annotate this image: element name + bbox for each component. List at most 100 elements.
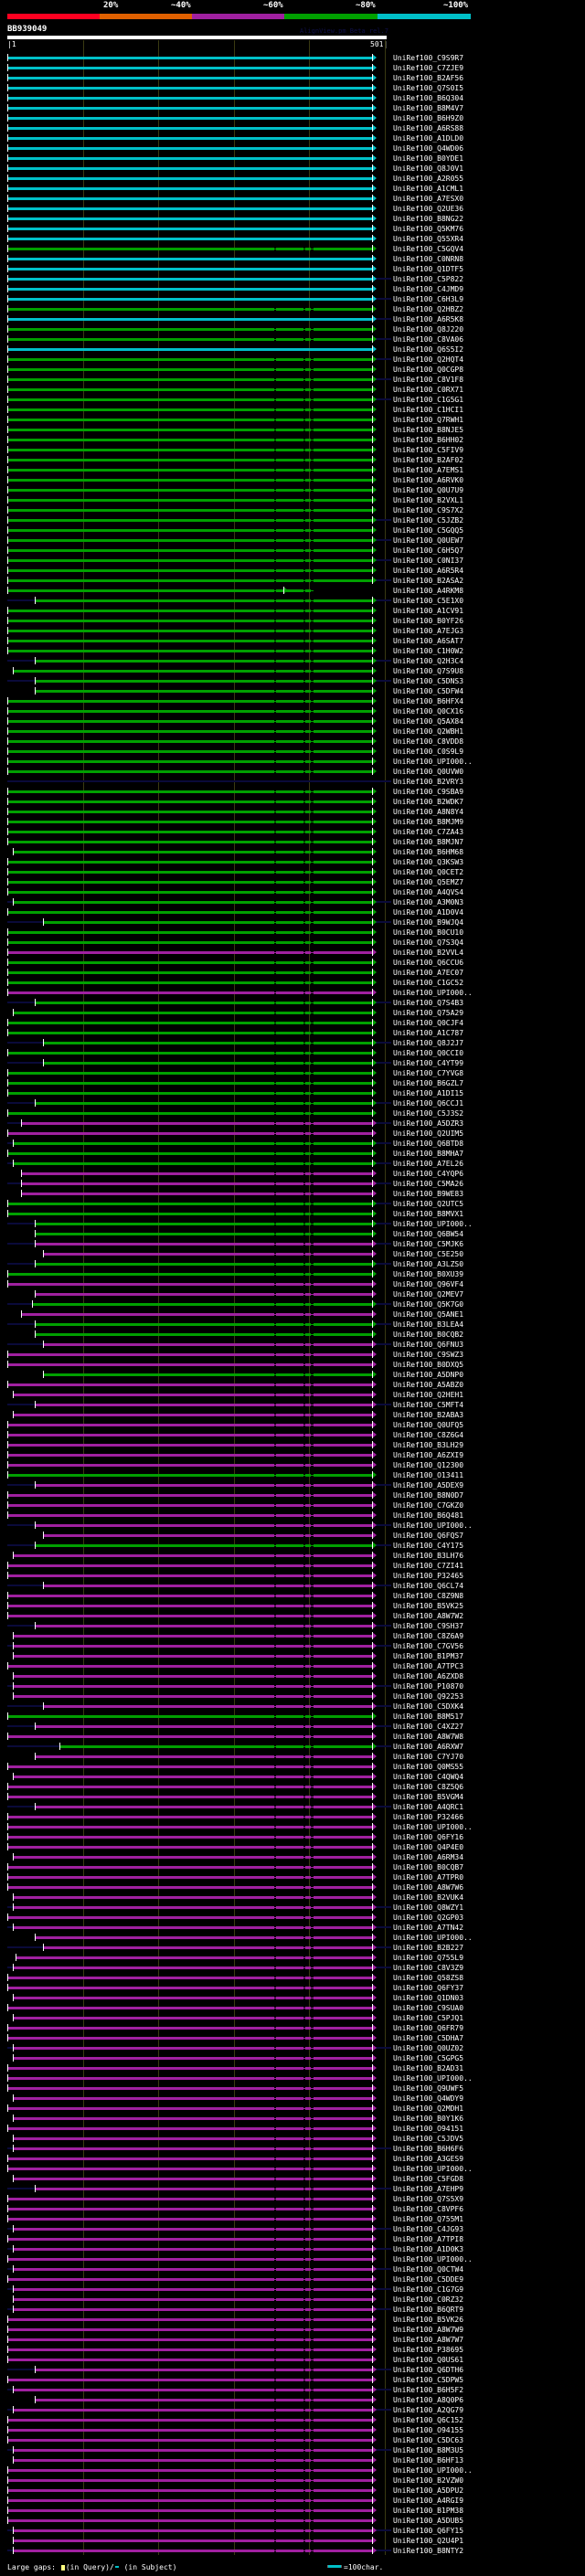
alignment-row[interactable]: UniRef100_C7ZJE9 bbox=[0, 63, 585, 73]
hit-label[interactable]: UniRef100_B2AF56 bbox=[393, 74, 464, 82]
alignment-row[interactable]: UniRef100_Q755M1 bbox=[0, 2214, 585, 2224]
alignment-row[interactable]: UniRef100_A6RS88 bbox=[0, 123, 585, 133]
hit-label[interactable]: UniRef100_B6HM68 bbox=[393, 848, 464, 856]
hit-label[interactable]: UniRef100_A5DNP0 bbox=[393, 1371, 464, 1379]
alignment-row[interactable]: UniRef100_Q6BTD8 bbox=[0, 1139, 585, 1149]
hit-label[interactable]: UniRef100_Q8J220 bbox=[393, 325, 464, 334]
alignment-row[interactable]: UniRef100_Q5ANE1 bbox=[0, 1309, 585, 1320]
alignment-row[interactable]: UniRef100_A6RM34 bbox=[0, 1852, 585, 1862]
hit-label[interactable]: UniRef100_B8NTY2 bbox=[393, 2547, 464, 2555]
hit-label[interactable]: UniRef100_O13411 bbox=[393, 1471, 464, 1479]
alignment-row[interactable]: UniRef100_C8Z6G4 bbox=[0, 1430, 585, 1440]
alignment-row[interactable]: UniRef100_A5DZR3 bbox=[0, 1118, 585, 1129]
hit-label[interactable]: UniRef100_Q6CCU6 bbox=[393, 959, 464, 967]
hit-label[interactable]: UniRef100_B3LH76 bbox=[393, 1552, 464, 1560]
hit-label[interactable]: UniRef100_Q3KSW3 bbox=[393, 858, 464, 866]
hit-label[interactable]: UniRef100_C4Y175 bbox=[393, 1542, 464, 1550]
hit-label[interactable]: UniRef100_B1PM37 bbox=[393, 1652, 464, 1660]
alignment-row[interactable]: UniRef100_A8W7W8 bbox=[0, 1732, 585, 1742]
alignment-row[interactable]: UniRef100_A3GES9 bbox=[0, 2154, 585, 2164]
alignment-row[interactable]: UniRef100_B2WDK7 bbox=[0, 797, 585, 807]
hit-label[interactable]: UniRef100_Q2UIM5 bbox=[393, 1129, 464, 1138]
alignment-row[interactable]: UniRef100_C9SWZ3 bbox=[0, 1350, 585, 1360]
alignment-row[interactable]: UniRef100_B6H9Z0 bbox=[0, 113, 585, 123]
alignment-row[interactable]: UniRef100_Q755L9 bbox=[0, 1953, 585, 1963]
alignment-row[interactable]: UniRef100_Q4WDY9 bbox=[0, 2094, 585, 2104]
hit-label[interactable]: UniRef100_A7EMS1 bbox=[393, 466, 464, 474]
alignment-row[interactable]: UniRef100_A3LZS0 bbox=[0, 1259, 585, 1269]
hit-label[interactable]: UniRef100_C0NI37 bbox=[393, 557, 464, 565]
hit-label[interactable]: UniRef100_C8VDD8 bbox=[393, 737, 464, 746]
alignment-row[interactable]: UniRef100_B0DXQ5 bbox=[0, 1360, 585, 1370]
hit-label[interactable]: UniRef100_Q9UWF5 bbox=[393, 2084, 464, 2093]
alignment-row[interactable]: UniRef100_B3LEA4 bbox=[0, 1320, 585, 1330]
alignment-row[interactable]: UniRef100_Q6S5I2 bbox=[0, 345, 585, 355]
hit-label[interactable]: UniRef100_Q0CET2 bbox=[393, 868, 464, 876]
hit-label[interactable]: UniRef100_Q12300 bbox=[393, 1461, 464, 1469]
alignment-row[interactable]: UniRef100_C7YVG8 bbox=[0, 1068, 585, 1078]
alignment-row[interactable]: UniRef100_A7EHP9 bbox=[0, 2184, 585, 2194]
hit-label[interactable]: UniRef100_C5FIV9 bbox=[393, 446, 464, 454]
hit-label[interactable]: UniRef100_C0RZ32 bbox=[393, 2295, 464, 2304]
alignment-row[interactable]: UniRef100_Q6BW54 bbox=[0, 1229, 585, 1239]
alignment-row[interactable]: UniRef100_C0NRN8 bbox=[0, 254, 585, 264]
alignment-row[interactable]: UniRef100_C5GPG5 bbox=[0, 2053, 585, 2063]
hit-label[interactable]: UniRef100_A7TPR0 bbox=[393, 1873, 464, 1882]
hit-label[interactable]: UniRef100_C5JDV5 bbox=[393, 2135, 464, 2143]
alignment-row[interactable]: UniRef100_B6H5F2 bbox=[0, 2385, 585, 2395]
hit-label[interactable]: UniRef100_A3GES9 bbox=[393, 2155, 464, 2163]
alignment-row[interactable]: UniRef100_A1D0V4 bbox=[0, 907, 585, 917]
hit-label[interactable]: UniRef100_C8VPF6 bbox=[393, 2205, 464, 2213]
alignment-row[interactable]: UniRef100_Q6FY37 bbox=[0, 1983, 585, 1993]
hit-label[interactable]: UniRef100_A8W7W2 bbox=[393, 1612, 464, 1620]
alignment-row[interactable]: UniRef100_B0Y1K6 bbox=[0, 2114, 585, 2124]
alignment-row[interactable]: UniRef100_C8V1F8 bbox=[0, 375, 585, 385]
alignment-row[interactable]: UniRef100_Q7S5X9 bbox=[0, 2194, 585, 2204]
hit-label[interactable]: UniRef100_C8VA06 bbox=[393, 335, 464, 344]
alignment-row[interactable]: UniRef100_B1PM37 bbox=[0, 1651, 585, 1661]
hit-label[interactable]: UniRef100_B6HH02 bbox=[393, 436, 464, 444]
hit-label[interactable]: UniRef100_C9S9R7 bbox=[393, 54, 464, 62]
hit-label[interactable]: UniRef100_Q5AX84 bbox=[393, 717, 464, 726]
alignment-row[interactable]: UniRef100_C5MA26 bbox=[0, 1179, 585, 1189]
hit-label[interactable]: UniRef100_A4QVS4 bbox=[393, 888, 464, 896]
hit-label[interactable]: UniRef100_A7EHP9 bbox=[393, 2185, 464, 2193]
hit-label[interactable]: UniRef100_A5DUB5 bbox=[393, 2517, 464, 2525]
hit-label[interactable]: UniRef100_Q0UEW7 bbox=[393, 536, 464, 545]
alignment-row[interactable]: UniRef100_A6RVK0 bbox=[0, 475, 585, 485]
alignment-row[interactable]: UniRef100_A6ZXI9 bbox=[0, 1450, 585, 1460]
alignment-row[interactable]: UniRef100_C5GQQ5 bbox=[0, 525, 585, 535]
hit-label[interactable]: UniRef100_Q2U4P1 bbox=[393, 2537, 464, 2545]
hit-label[interactable]: UniRef100_Q92253 bbox=[393, 1692, 464, 1701]
alignment-row[interactable]: UniRef100_Q7S0I5 bbox=[0, 83, 585, 93]
hit-label[interactable]: UniRef100_UPI000.. bbox=[393, 758, 473, 766]
hit-label[interactable]: UniRef100_C0NRN8 bbox=[393, 255, 464, 263]
alignment-row[interactable]: UniRef100_O94151 bbox=[0, 2124, 585, 2134]
alignment-row[interactable]: UniRef100_P32466 bbox=[0, 1812, 585, 1822]
alignment-row[interactable]: UniRef100_B8MHA7 bbox=[0, 1149, 585, 1159]
alignment-row[interactable]: UniRef100_C8VDD8 bbox=[0, 737, 585, 747]
alignment-row[interactable]: UniRef100_C5DDE9 bbox=[0, 2274, 585, 2284]
alignment-row[interactable]: UniRef100_B5VGM4 bbox=[0, 1792, 585, 1802]
alignment-row[interactable]: UniRef100_Q6DTH6 bbox=[0, 2365, 585, 2375]
alignment-row[interactable]: UniRef100_A7TPI8 bbox=[0, 2234, 585, 2244]
alignment-row[interactable]: UniRef100_Q0US61 bbox=[0, 2355, 585, 2365]
alignment-row[interactable]: UniRef100_B8M517 bbox=[0, 1712, 585, 1722]
alignment-row[interactable]: UniRef100_A1CML1 bbox=[0, 184, 585, 194]
alignment-row[interactable]: UniRef100_C5E250 bbox=[0, 1249, 585, 1259]
hit-label[interactable]: UniRef100_A6RVK0 bbox=[393, 476, 464, 484]
alignment-row[interactable]: UniRef100_Q96VF4 bbox=[0, 1279, 585, 1289]
hit-label[interactable]: UniRef100_A7TPI8 bbox=[393, 2235, 464, 2243]
hit-label[interactable]: UniRef100_B9WJQ4 bbox=[393, 918, 464, 927]
hit-label[interactable]: UniRef100_Q6FY37 bbox=[393, 1984, 464, 1992]
hit-label[interactable]: UniRef100_C7GKZ0 bbox=[393, 1501, 464, 1510]
hit-label[interactable]: UniRef100_A1CML1 bbox=[393, 185, 464, 193]
hit-label[interactable]: UniRef100_C5DFW4 bbox=[393, 687, 464, 695]
hit-label[interactable]: UniRef100_A6ZXD8 bbox=[393, 1672, 464, 1680]
hit-label[interactable]: UniRef100_A5DEX9 bbox=[393, 1481, 464, 1489]
hit-label[interactable]: UniRef100_C9S7X2 bbox=[393, 506, 464, 514]
alignment-row[interactable]: UniRef100_A6SAT7 bbox=[0, 636, 585, 646]
hit-label[interactable]: UniRef100_Q5EMZ7 bbox=[393, 878, 464, 886]
alignment-row[interactable]: UniRef100_Q55XR4 bbox=[0, 234, 585, 244]
alignment-row[interactable]: UniRef100_UPI000.. bbox=[0, 2164, 585, 2174]
